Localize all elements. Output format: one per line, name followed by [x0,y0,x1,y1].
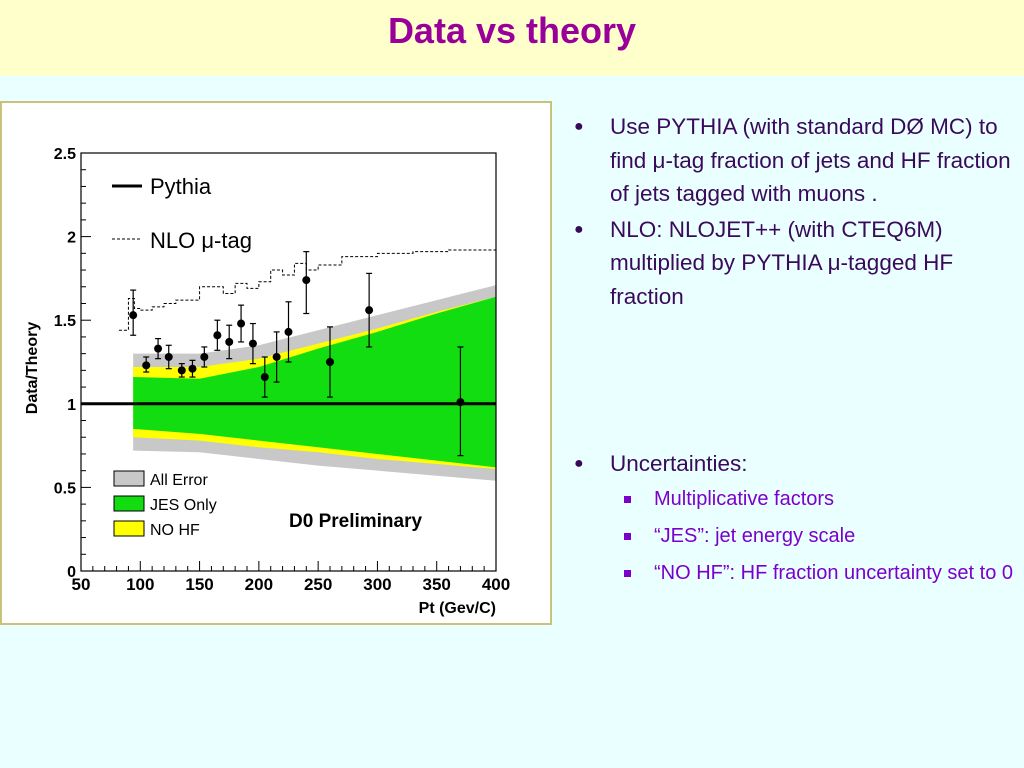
data-point [225,337,234,346]
data-point [365,306,374,315]
x-tick-label: 50 [72,575,91,594]
legend-nlo-label: NLO μ-tag [150,228,252,253]
data-point [213,331,222,340]
bullet-item: ● NLO: NLOJET++ (with CTEQ6M) multiplied… [574,213,1014,314]
bullet-dot-icon: ● [574,118,584,135]
legend-band-swatch [113,495,145,512]
title-band [0,0,1024,76]
band-jes-only [133,296,496,468]
subbullet-text: “JES”: jet energy scale [654,524,856,547]
square-bullet-icon [624,495,631,503]
bullet-dot-icon: ● [574,220,584,238]
data-point [177,366,186,375]
data-point [188,364,197,373]
plot-area-border [80,152,497,572]
legend-band-swatch [113,470,145,487]
data-point [456,398,465,407]
chart: 50 100 150 200 250 300 350 400 0 0.5 1 1.5 2 2.5 Pt (G… [24,146,510,617]
y-tick-label: 1.5 [54,313,76,330]
legend-band-label: JES Only [150,497,217,514]
data-point [200,352,209,361]
annotation-d0-preliminary: D0 Preliminary [289,511,422,532]
y-tick-label: 2 [67,230,76,247]
data-point [302,276,311,285]
chart-frame: 50 100 150 200 250 300 350 400 0 0.5 1 1.5 2 2.5 Pt (G… [0,101,552,625]
bullet-text: Uncertainties: [610,451,748,476]
data-point [248,339,257,348]
x-axis-label: Pt (Gev/C) [419,600,496,617]
data-point [260,373,269,382]
legend-band-label: NO HF [150,522,200,539]
x-tick-label: 200 [245,575,273,594]
bullet-dot-icon: ● [574,455,584,472]
legend-pythia-label: Pythia [150,174,212,199]
subbullet-text: Multiplicative factors [654,487,835,510]
x-tick-label: 100 [126,575,154,594]
x-tick-label: 300 [363,575,391,594]
bullet-item: ● Use PYTHIA (with standard DØ MC) to fi… [574,110,1014,211]
y-tick-label: 0.5 [54,480,76,497]
bullet-list: ● Use PYTHIA (with standard DØ MC) to fi… [574,110,1014,589]
nlo-mutag-line [118,249,496,331]
subbullet-item: “JES”: jet energy scale [574,521,1014,552]
y-tick-label: 1 [67,397,76,414]
x-tick-label: 250 [304,575,332,594]
square-bullet-icon [624,569,631,577]
bullet-text: NLO: NLOJET++ (with CTEQ6M) multiplied b… [610,216,954,309]
subbullet-item: “NO HF”: HF fraction uncertainty set to … [574,558,1014,589]
data-point [237,319,246,328]
slide-title: Data vs theory [387,10,637,51]
y-axis-label: Data/Theory [24,322,41,415]
bullet-text: Use PYTHIA (with standard DØ MC) to find… [610,114,1011,206]
data-point [129,311,138,320]
bullet-item: ● Uncertainties: [574,447,1014,481]
square-bullet-icon [624,532,631,540]
y-tick-label: 2.5 [54,146,76,163]
x-tick-label: 350 [423,575,451,594]
data-point [142,361,151,370]
subbullet-item: Multiplicative factors [574,484,1014,515]
data-point [272,352,281,361]
x-tick-label: 400 [482,575,510,594]
data-point [154,344,163,353]
subbullet-text: “NO HF”: HF fraction uncertainty set to … [654,561,1013,584]
data-point [284,327,293,336]
legend-band-swatch [113,520,145,537]
x-tick-label: 150 [185,575,213,594]
data-point [164,352,173,361]
y-tick-label: 0 [67,564,76,581]
legend-band-label: All Error [150,472,208,489]
data-point [326,358,334,366]
